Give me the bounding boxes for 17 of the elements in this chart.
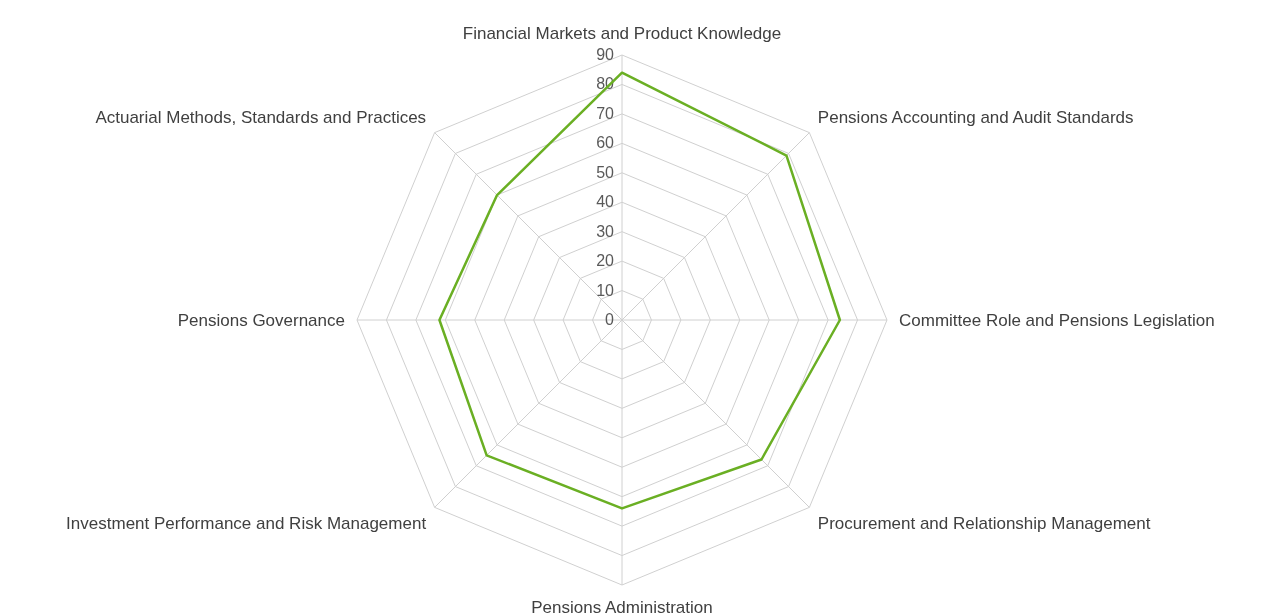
spoke-label: Pensions Accounting and Audit Standards xyxy=(817,108,1134,128)
y-tick-label: 30 xyxy=(596,222,615,240)
y-tick-label: 10 xyxy=(596,281,615,299)
y-tick-label: 90 xyxy=(596,46,615,63)
spoke-label: Pensions Administration xyxy=(531,598,713,614)
y-tick-label: 20 xyxy=(596,252,615,270)
y-tick-label: 50 xyxy=(596,163,615,181)
y-tick-label: 60 xyxy=(596,134,615,152)
spoke-label: Procurement and Relationship Management xyxy=(817,513,1151,533)
spoke-label: Pensions Governance xyxy=(177,311,345,330)
spoke-label: Actuarial Methods, Standards and Practices xyxy=(95,108,427,128)
y-tick-label: 70 xyxy=(596,104,615,122)
y-tick-label: 0 xyxy=(605,311,615,328)
y-tick-label: 40 xyxy=(596,193,615,211)
spoke-label: Committee Role and Pensions Legislation xyxy=(899,311,1215,330)
spoke-label: Financial Markets and Product Knowledge xyxy=(462,24,782,43)
spoke-label: Investment Performance and Risk Management xyxy=(66,513,427,533)
